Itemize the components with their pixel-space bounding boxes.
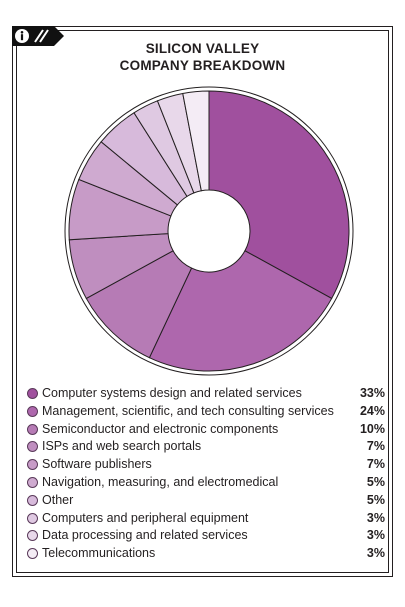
pie-slice [182, 90, 210, 192]
legend-item: Semiconductor and electronic components 1… [25, 421, 387, 439]
legend-label: Telecommunications [42, 546, 156, 561]
chart-legend: Computer systems design and related serv… [25, 385, 387, 563]
legend-value: 3% [366, 546, 385, 561]
legend-value: 10% [359, 421, 385, 436]
legend-swatch [27, 423, 38, 435]
inner-frame [16, 30, 389, 573]
legend-value: 5% [366, 492, 385, 507]
legend-item: Management, scientific, and tech consult… [25, 403, 387, 421]
donut-chart [64, 86, 354, 376]
legend-item: Software publishers 7% [25, 456, 387, 474]
outer-ring [64, 86, 354, 376]
legend-label: Software publishers [42, 457, 152, 472]
legend-item: Other 5% [25, 492, 387, 510]
legend-value: 33% [359, 386, 385, 400]
outer-frame [12, 26, 393, 577]
legend-swatch [27, 512, 38, 524]
chart-title: SILICON VALLEY COMPANY BREAKDOWN [0, 40, 405, 74]
legend-value: 7% [366, 439, 385, 454]
legend-value: 7% [366, 457, 385, 472]
legend-value: 3% [366, 528, 385, 543]
pie-slice [208, 90, 350, 300]
legend-label: Computers and peripheral equipment [42, 510, 249, 525]
info-icon [12, 26, 64, 46]
legend-label: Computer systems design and related serv… [42, 386, 302, 400]
legend-swatch [27, 441, 38, 453]
legend-swatch [27, 476, 38, 488]
legend-swatch [27, 388, 38, 399]
legend-label: Other [42, 492, 74, 507]
legend-item: Navigation, measuring, and electromedica… [25, 474, 387, 492]
legend-value: 3% [366, 510, 385, 525]
legend-item: Data processing and related services 3% [25, 527, 387, 545]
title-line-2: COMPANY BREAKDOWN [119, 58, 286, 73]
legend-value: 24% [359, 403, 385, 418]
legend-item: Computer systems design and related serv… [25, 385, 387, 403]
legend-item: Telecommunications 3% [25, 545, 387, 563]
pie-slice [148, 250, 333, 372]
legend-item: ISPs and web search portals 7% [25, 438, 387, 456]
legend-value: 5% [366, 474, 385, 489]
legend-label: Management, scientific, and tech consult… [42, 403, 334, 418]
legend-label: Navigation, measuring, and electromedica… [42, 474, 279, 489]
legend-swatch [27, 459, 38, 471]
legend-item: Computers and peripheral equipment 3% [25, 510, 387, 528]
legend-label: Data processing and related services [42, 528, 248, 543]
legend-label: ISPs and web search portals [42, 439, 202, 454]
legend-swatch [27, 494, 38, 506]
legend-label: Semiconductor and electronic components [42, 421, 279, 436]
legend-swatch [27, 548, 38, 560]
legend-swatch [27, 405, 38, 417]
title-line-1: SILICON VALLEY [145, 41, 260, 56]
legend-swatch [27, 530, 38, 542]
